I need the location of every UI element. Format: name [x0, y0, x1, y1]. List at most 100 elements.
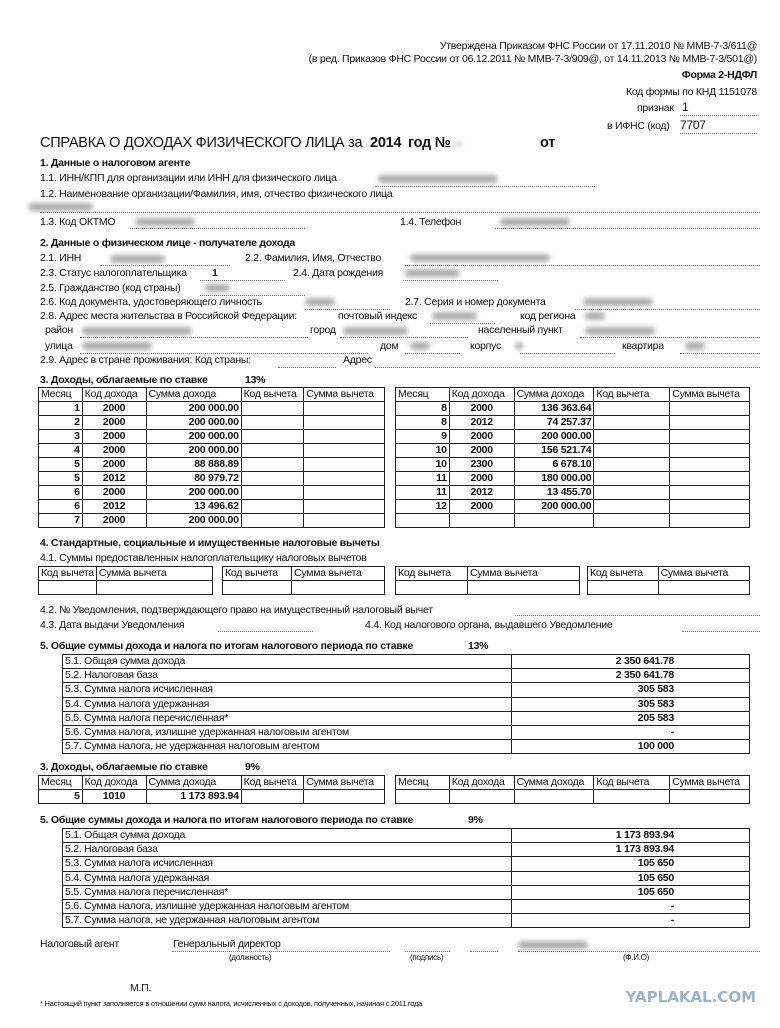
footnote: * Настоящий пункт заполняется в отношени… — [40, 999, 423, 1008]
totals-value-cell: - — [511, 898, 750, 915]
income-amount-cell: 13 496.62 — [145, 499, 242, 514]
column-header: Сумма вычета — [657, 566, 751, 581]
watermark: YAPLAKAL.COM — [625, 988, 756, 1006]
table-row — [221, 580, 385, 595]
agent-label: Налоговый агент — [40, 938, 119, 950]
totals-label-cell: 5.6. Сумма налога, излишне удержанная на… — [62, 724, 512, 741]
agent-name-label: 1.2. Наименование организации/Фамилия, и… — [40, 188, 393, 200]
totals9-heading: 5. Общие суммы дохода и налога по итогам… — [40, 814, 414, 826]
foreign-address-value-label: Адрес — [343, 354, 372, 366]
income-amount-cell: 200 000.00 — [145, 443, 242, 458]
income-amount-cell: 200 000.00 — [145, 485, 242, 500]
table-row: 8 2000 136 363.64 — [395, 401, 750, 416]
deduction-amount-cell — [669, 443, 750, 458]
document-title: СПРАВКА О ДОХОДАХ ФИЗИЧЕСКОГО ЛИЦА за — [40, 135, 363, 151]
income-amount-cell: 200 000.00 — [145, 415, 242, 430]
income-amount-cell: 6 678.10 — [513, 457, 595, 472]
citizenship-label: 2.5. Гражданство (код страны) — [40, 282, 181, 294]
totals-row: 5.1. Общая сумма дохода 2 350 641.78 — [62, 653, 750, 670]
column-header: Месяц — [395, 775, 450, 790]
month-cell: 3 — [38, 429, 83, 444]
income-code-cell: 2300 — [448, 457, 515, 472]
header-row: Месяц Код дохода Сумма дохода Код вычета Сум… — [38, 775, 385, 790]
deduction-amount-cell — [669, 499, 750, 514]
column-header: Сумма дохода — [145, 387, 242, 402]
column-header: Сумма дохода — [145, 775, 242, 790]
totals-label-cell: 5.5. Сумма налога перечисленная* — [62, 710, 512, 726]
income-code-cell: 2000 — [81, 429, 147, 444]
column-header: Месяц — [395, 387, 450, 402]
notice-date-label: 4.3. Дата выдачи Уведомления — [40, 619, 185, 631]
column-header: Сумма вычета — [291, 566, 385, 581]
column-header: Код вычета — [587, 566, 659, 581]
header-row: Месяц Код дохода Сумма дохода Код вычета Сум… — [38, 387, 385, 402]
deduction-code-cell — [240, 457, 305, 472]
flat-label: квартира — [622, 340, 664, 352]
deduction-code-cell — [593, 499, 671, 514]
income13-table-right: Месяц Код дохода Сумма дохода Код вычета Сум… — [395, 387, 750, 528]
city-label: город — [310, 324, 336, 336]
month-cell: 4 — [38, 443, 83, 458]
income13-table-left: Месяц Код дохода Сумма дохода Код вычета Сум… — [38, 387, 385, 528]
table-row: 9 2000 200 000.00 — [395, 429, 750, 444]
column-header: Код вычета — [240, 387, 305, 402]
deduction-code-cell — [240, 485, 305, 500]
person-fio-label: 2.2. Фамилия, Имя, Отчество — [245, 252, 382, 264]
district-label: район — [45, 324, 73, 336]
title-number-label: год № — [408, 135, 451, 151]
totals-value-cell: 105 650 — [511, 856, 750, 872]
income9-table-right: Месяц Код дохода Сумма дохода Код вычета Сум… — [395, 775, 750, 804]
street-label: улица — [45, 340, 73, 352]
totals13-rate: 13% — [468, 640, 489, 652]
person-inn-label: 2.1. ИНН — [40, 252, 82, 264]
deduction-code-cell — [587, 580, 659, 595]
totals-label-cell: 5.7. Сумма налога, не удержанная налогов… — [62, 739, 512, 755]
column-header: Код вычета — [38, 566, 97, 581]
column-header: Код вычета — [394, 566, 469, 581]
totals-label-cell: 5.2. Налоговая база — [62, 842, 512, 858]
totals13-heading: 5. Общие суммы дохода и налога по итогам… — [40, 640, 414, 652]
oktmo-label: 1.3. Код ОКТМО — [40, 216, 116, 228]
section1-heading: 1. Данные о налоговом агенте — [40, 157, 191, 169]
column-header: Код вычета — [593, 387, 671, 402]
deduction-amount-cell — [669, 457, 750, 472]
column-header: Код дохода — [81, 387, 147, 402]
deduction-amount-cell — [303, 401, 385, 416]
totals-label-cell: 5.4. Сумма налога удержанная — [62, 870, 512, 886]
table-row: 3 2000 200 000.00 — [38, 429, 385, 444]
taxpayer-status-label: 2.3. Статус налогоплательщика — [40, 267, 187, 279]
income-amount-cell: 200 000.00 — [145, 401, 242, 416]
income-amount-cell: 200 000.00 — [145, 513, 242, 528]
income-amount-cell: 74 257.37 — [513, 415, 595, 430]
income9-rate: 9% — [245, 761, 260, 773]
form-name: Форма 2-НДФЛ — [681, 69, 757, 81]
column-header: Сумма вычета — [467, 566, 580, 581]
deduction-code-cell — [38, 580, 97, 595]
totals-row: 5.6. Сумма налога, излишне удержанная на… — [62, 724, 750, 741]
section4-heading: 4. Стандартные, социальные и имущественн… — [40, 537, 380, 549]
totals9-rate: 9% — [468, 814, 483, 826]
taxpayer-status-value: 1 — [212, 267, 218, 279]
table-row: 12 2000 200 000.00 — [395, 499, 750, 514]
column-header: Сумма вычета — [669, 387, 750, 402]
totals-label-cell: 5.5. Сумма налога перечисленная* — [62, 884, 512, 900]
deduction-amount-cell — [669, 485, 750, 500]
totals-value-cell: 2 350 641.78 — [511, 668, 750, 684]
income-code-cell — [448, 513, 515, 528]
table-row — [587, 580, 751, 595]
totals-value-cell: 100 000 — [511, 739, 750, 755]
income-amount-cell — [513, 789, 595, 804]
month-cell: 5 — [38, 789, 83, 804]
ifns-value: 7707 — [680, 118, 706, 132]
table-row — [395, 789, 750, 804]
deduction-code-cell — [240, 789, 305, 804]
month-cell: 1 — [38, 401, 83, 416]
income-amount-cell: 88 888.89 — [145, 457, 242, 472]
totals-row: 5.3. Сумма налога исчисленная 105 650 — [62, 856, 750, 872]
position-caption: (должность) — [229, 953, 272, 962]
deduction-code-cell — [394, 580, 469, 595]
income-amount-cell: 200 000.00 — [145, 429, 242, 444]
income-code-cell: 2000 — [81, 513, 147, 528]
month-cell: 12 — [395, 499, 450, 514]
income-amount-cell: 156 521.74 — [513, 443, 595, 458]
